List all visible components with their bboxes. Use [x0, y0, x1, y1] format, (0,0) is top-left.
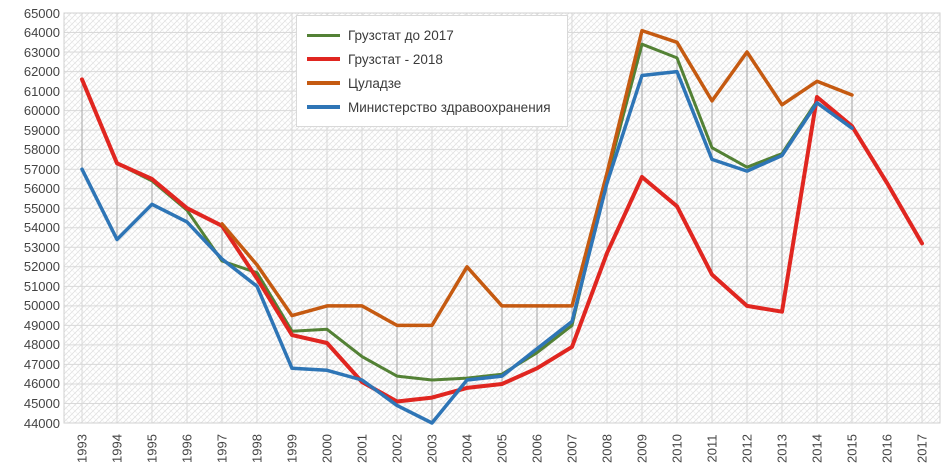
- y-tick-label: 52000: [23, 259, 60, 275]
- legend-item-1: Грузстат - 2018: [307, 47, 551, 71]
- legend-label: Грузстат до 2017: [348, 27, 454, 43]
- series-line-3: [80, 69, 854, 425]
- legend: Грузстат до 2017 Грузстат - 2018 Цуладзе Ми…: [296, 15, 568, 127]
- x-tick-label: 1997: [214, 434, 230, 463]
- legend-line-sample: [307, 81, 340, 85]
- y-tick-label: 51000: [23, 278, 60, 294]
- y-tick-label: 47000: [23, 356, 60, 372]
- x-tick-label: 2009: [634, 434, 650, 463]
- x-tick-label: 2003: [424, 434, 440, 463]
- y-tick-label: 63000: [23, 44, 60, 60]
- legend-item-2: Цуладзе: [307, 71, 551, 95]
- y-tick-label: 45000: [23, 395, 60, 411]
- x-tick-label: 1999: [284, 434, 300, 463]
- legend-label: Грузстат - 2018: [348, 51, 443, 67]
- plot-border: [63, 12, 941, 424]
- x-tick-label: 2010: [669, 434, 685, 463]
- legend-label: Министерство здравоохранения: [348, 99, 551, 115]
- y-tick-label: 49000: [23, 317, 60, 333]
- x-tick-label: 1996: [179, 434, 195, 463]
- x-tick-label: 2005: [494, 434, 510, 463]
- y-tick-label: 44000: [23, 415, 60, 431]
- x-tick-label: 2002: [389, 434, 405, 463]
- x-tick-label: 2008: [599, 434, 615, 463]
- series-line-2: [220, 28, 854, 328]
- y-tick-label: 64000: [23, 25, 60, 41]
- x-tick-label: 2014: [809, 434, 825, 463]
- y-tick-label: 54000: [23, 220, 60, 236]
- x-tick-label: 2001: [354, 434, 370, 463]
- x-tick-label: 1995: [144, 434, 160, 463]
- y-tick-label: 58000: [23, 142, 60, 158]
- x-tick-label: 2016: [879, 434, 895, 463]
- x-tick-label: 2012: [739, 434, 755, 463]
- x-tick-label: 1993: [74, 434, 90, 463]
- y-tick-label: 62000: [23, 64, 60, 80]
- y-tick-label: 48000: [23, 337, 60, 353]
- y-tick-label: 61000: [23, 83, 60, 99]
- y-tick-label: 57000: [23, 161, 60, 177]
- legend-line-sample: [307, 105, 340, 109]
- legend-line-sample: [307, 33, 340, 37]
- y-tick-label: 46000: [23, 376, 60, 392]
- x-tick-label: 1998: [249, 434, 265, 463]
- x-tick-label: 2013: [774, 434, 790, 463]
- legend-item-3: Министерство здравоохранения: [307, 95, 551, 119]
- y-tick-label: 50000: [23, 298, 60, 314]
- y-tick-label: 55000: [23, 200, 60, 216]
- x-tick-label: 1994: [109, 434, 125, 463]
- y-tick-label: 65000: [23, 5, 60, 21]
- x-tick-label: 2015: [844, 434, 860, 463]
- x-tick-label: 2000: [319, 434, 335, 463]
- x-tick-label: 2017: [914, 434, 930, 463]
- legend-item-0: Грузстат до 2017: [307, 23, 551, 47]
- y-tick-label: 60000: [23, 103, 60, 119]
- series-line-0: [80, 42, 819, 382]
- y-tick-label: 53000: [23, 239, 60, 255]
- x-tick-label: 2006: [529, 434, 545, 463]
- y-tick-label: 56000: [23, 181, 60, 197]
- legend-line-sample: [307, 57, 340, 61]
- x-tick-label: 2011: [704, 434, 720, 463]
- high-low-lines: [81, 30, 853, 423]
- legend-label: Цуладзе: [348, 75, 402, 91]
- x-tick-label: 2007: [564, 434, 580, 463]
- x-tick-label: 2004: [459, 434, 475, 463]
- y-tick-label: 59000: [23, 122, 60, 138]
